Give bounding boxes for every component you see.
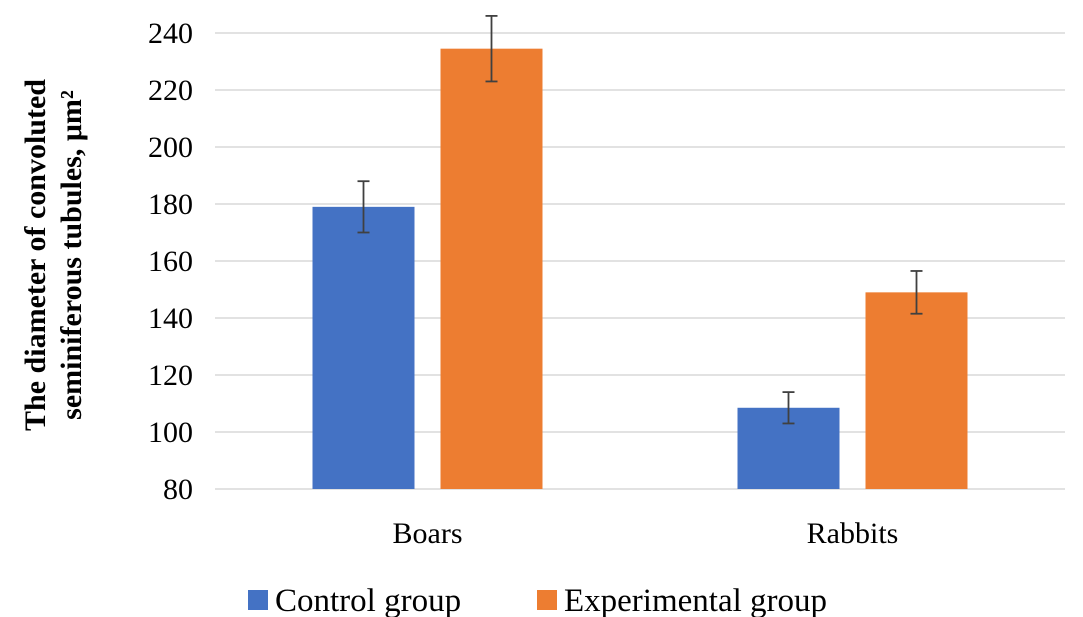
bars: [312, 48, 968, 490]
y-axis-title-line-1: The diameter of convoluted: [19, 79, 52, 431]
y-tick-label: 80: [163, 473, 193, 506]
y-tick-label: 200: [148, 131, 193, 164]
legend-label: Experimental group: [564, 583, 827, 617]
y-tick-label: 140: [148, 302, 193, 335]
legend-swatch: [248, 590, 268, 610]
y-tick-label: 240: [148, 17, 193, 50]
bar-boars-control: [312, 206, 415, 489]
y-tick-label: 220: [148, 74, 193, 107]
legend: Control group Experimental group: [248, 583, 827, 617]
category-labels: Boars Rabbits: [393, 517, 899, 550]
error-bars: [357, 14, 923, 425]
y-axis-title: The diameter of convoluted seminiferous …: [19, 79, 88, 431]
bar-boars-experimental: [440, 48, 543, 490]
bar-rabbits-experimental: [865, 292, 968, 489]
y-axis-title-line-2: seminiferous tubules, μm²: [55, 90, 88, 420]
category-label: Rabbits: [807, 517, 899, 550]
legend-swatch: [537, 590, 557, 610]
y-tick-label: 120: [148, 359, 193, 392]
y-axis-ticks: 80 100 120 140 160 180 200 220 240: [148, 17, 193, 506]
y-tick-label: 160: [148, 245, 193, 278]
y-tick-label: 180: [148, 188, 193, 221]
legend-label: Control group: [275, 583, 461, 617]
y-tick-label: 100: [148, 416, 193, 449]
category-label: Boars: [393, 517, 463, 550]
